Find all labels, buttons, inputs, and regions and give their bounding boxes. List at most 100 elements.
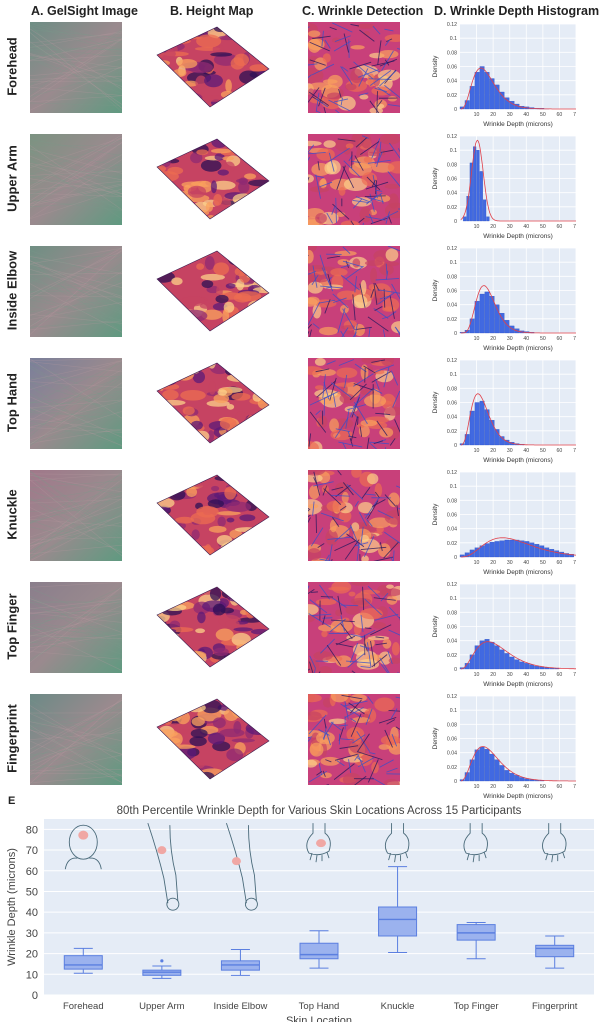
histogram-x-label: Wrinkle Depth (microns) (483, 233, 553, 240)
row-label-forehead: Forehead (4, 37, 20, 96)
wrinkle-detection-top-finger (308, 582, 400, 673)
row-label-top-hand: Top Hand (4, 373, 20, 432)
histogram-bar (499, 436, 505, 446)
histogram-bar (469, 410, 475, 446)
y-tick-label: 0.04 (447, 415, 457, 421)
histogram-bar (549, 549, 555, 558)
x-tick-label: 10 (474, 336, 480, 342)
y-tick-label: 0.02 (447, 429, 457, 435)
histogram-bar (519, 661, 525, 670)
y-tick-label: 0.04 (447, 79, 457, 85)
fit-curve (460, 139, 576, 222)
y-tick-label: 0.08 (447, 162, 457, 168)
box-y-tick-label: 50 (26, 886, 38, 898)
y-tick-label: 0 (454, 555, 457, 561)
histogram-bar (499, 540, 505, 558)
y-tick-label: 0.06 (447, 625, 457, 631)
histogram-bar (463, 216, 467, 222)
y-tick-label: 0.06 (447, 177, 457, 183)
height-map-inside-elbow (156, 250, 270, 332)
hand-top-hand-icon (306, 823, 331, 863)
x-tick-label: 70 (573, 224, 576, 230)
arm-upper-arm-icon (147, 822, 180, 911)
histogram-bar (499, 313, 505, 334)
y-tick-label: 0.04 (447, 303, 457, 309)
fit-curve (460, 641, 576, 670)
x-tick-label: 50 (540, 448, 546, 454)
x-tick-label: 60 (557, 336, 563, 342)
x-tick-label: 70 (573, 448, 576, 454)
histogram-y-label: Density (432, 55, 439, 77)
box-top-hand (299, 930, 339, 969)
histogram-bar (474, 547, 480, 558)
histogram-bar (494, 304, 500, 334)
histogram-bar (486, 216, 490, 222)
fit-curve (460, 285, 576, 334)
y-tick-label: 0.02 (447, 653, 457, 659)
gelsight-image-forehead (30, 22, 122, 113)
histogram-bar (483, 199, 487, 222)
histogram-top-hand: 0 0.02 0.04 0.06 0.08 0.1 0.12 10 20 30 40 50 60 70 Wr… (432, 358, 576, 464)
y-tick-label: 0.06 (447, 401, 457, 407)
height-map-upper-arm (156, 138, 270, 220)
x-tick-label: 10 (474, 784, 480, 790)
histogram-bar (489, 541, 495, 558)
wrinkle-detection-upper-arm (308, 134, 400, 225)
y-tick-label: 0.12 (447, 134, 457, 140)
box-forehead (63, 947, 103, 974)
histogram-bar (514, 659, 520, 670)
box-x-tick-label: Top Hand (299, 1001, 340, 1012)
box-top-finger (456, 922, 496, 960)
x-tick-label: 20 (490, 672, 496, 678)
histogram-bar (474, 645, 480, 670)
x-tick-label: 20 (490, 560, 496, 566)
y-tick-label: 0.12 (447, 470, 457, 476)
box-iqr (63, 955, 103, 970)
x-tick-label: 60 (557, 784, 563, 790)
x-tick-label: 60 (557, 448, 563, 454)
histogram-bar (524, 778, 530, 782)
histogram-bar (484, 72, 490, 110)
x-tick-label: 10 (474, 112, 480, 118)
histogram-bar (479, 640, 485, 670)
wrinkle-detection-inside-elbow (308, 246, 400, 337)
histogram-bar (469, 86, 475, 110)
y-tick-label: 0.08 (447, 498, 457, 504)
box-plot-panel: 80th Percentile Wrinkle Depth for Variou… (6, 805, 594, 1022)
row-label-fingerprint: Fingerprint (4, 704, 20, 773)
histogram-bar (549, 668, 555, 670)
x-tick-label: 40 (523, 112, 529, 118)
x-tick-label: 70 (573, 784, 576, 790)
x-tick-label: 10 (474, 448, 480, 454)
row-label-upper-arm: Upper Arm (4, 145, 20, 212)
x-tick-label: 70 (573, 672, 576, 678)
y-tick-label: 0.06 (447, 289, 457, 295)
box-y-axis-label: Wrinkle Depth (microns) (6, 848, 18, 966)
x-tick-label: 20 (490, 448, 496, 454)
y-tick-label: 0.06 (447, 65, 457, 71)
fit-curve (460, 393, 576, 446)
y-tick-label: 0.02 (447, 93, 457, 99)
histogram-bar (504, 770, 510, 782)
y-tick-label: 0.12 (447, 358, 457, 364)
histogram-bar (569, 554, 574, 558)
y-tick-label: 0.06 (447, 513, 457, 519)
x-tick-label: 40 (523, 672, 529, 678)
x-tick-label: 10 (474, 560, 480, 566)
histogram-knuckle: 0 0.02 0.04 0.06 0.08 0.1 0.12 10 20 30 40 50 60 70 Wr… (432, 470, 576, 576)
histogram-top-finger: 0 0.02 0.04 0.06 0.08 0.1 0.12 10 20 30 40 50 60 70 Wr… (432, 582, 576, 688)
x-tick-label: 40 (523, 560, 529, 566)
y-tick-label: 0 (454, 107, 457, 113)
x-tick-label: 40 (523, 448, 529, 454)
histogram-bar (484, 639, 490, 670)
x-tick-label: 60 (557, 224, 563, 230)
x-tick-label: 40 (523, 784, 529, 790)
box-plot-title: 80th Percentile Wrinkle Depth for Variou… (117, 805, 522, 817)
histogram-bar (494, 645, 500, 670)
x-tick-label: 30 (507, 560, 513, 566)
histogram-bar (499, 91, 505, 110)
histogram-bar (489, 296, 495, 334)
box-x-tick-label: Fingerprint (532, 1001, 578, 1012)
histogram-bar (494, 759, 500, 782)
histogram-bar (469, 318, 475, 334)
